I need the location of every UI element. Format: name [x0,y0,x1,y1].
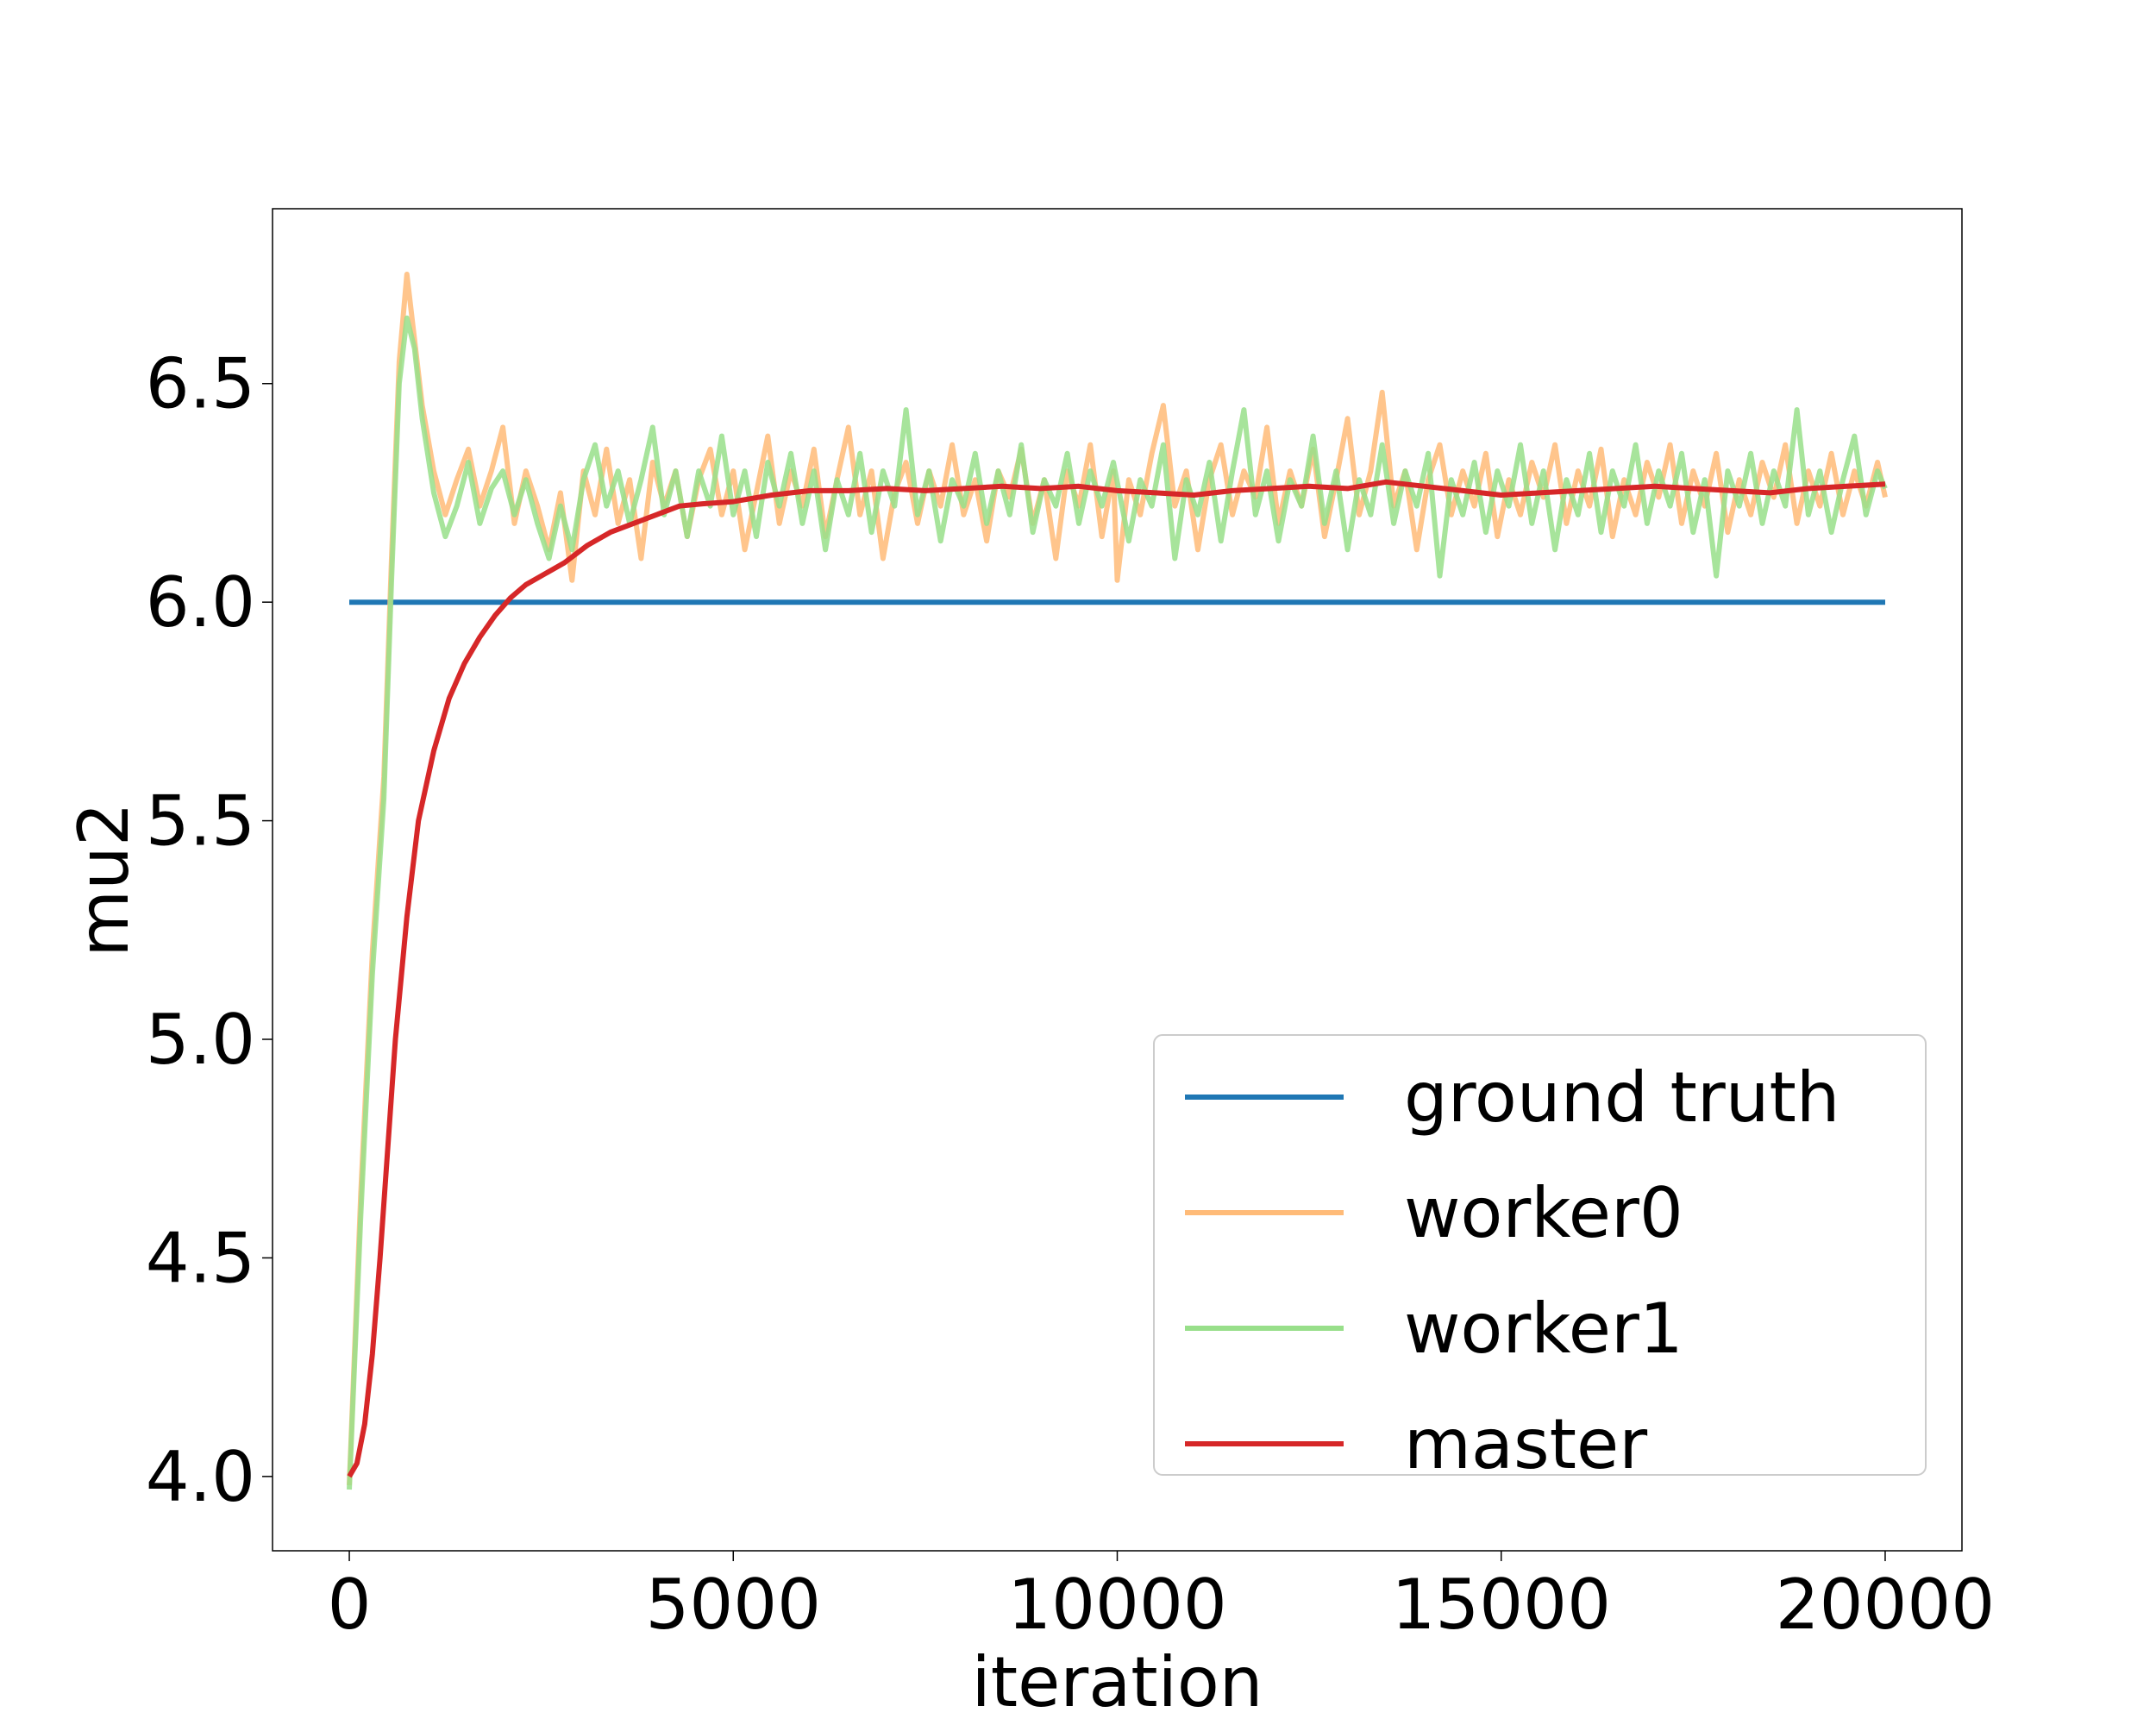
series-line-worker1 [347,315,1888,1490]
legend: ground truth worker0 worker1 master [1153,1034,1927,1484]
y-tick-label: 4.0 [146,1437,255,1517]
x-axis-label: iteration [972,1642,1263,1722]
legend-label: master [1404,1404,1647,1484]
legend-label: worker1 [1404,1289,1683,1369]
y-tick-label: 4.5 [146,1218,255,1298]
series-line-master [347,479,1886,1478]
legend-label: ground truth [1404,1057,1840,1138]
legend-box [1153,1034,1927,1476]
y-tick-label: 6.0 [146,562,255,643]
y-axis: 4.0 4.5 5.0 5.5 6.0 6.5 [146,344,273,1517]
x-tick-label: 20000 [1776,1565,1996,1645]
legend-item-worker0: worker0 [1185,1173,1683,1253]
y-tick-label: 5.0 [146,1000,255,1080]
y-axis-label: mu2 [64,802,144,957]
x-axis: 0 5000 10000 15000 20000 [328,1551,1996,1645]
legend-item-worker1: worker1 [1185,1289,1683,1369]
legend-item-ground-truth: ground truth [1185,1057,1840,1138]
legend-label: worker0 [1404,1173,1683,1253]
x-tick-label: 0 [328,1565,372,1645]
y-tick-label: 5.5 [146,781,255,862]
legend-item-master: master [1185,1404,1647,1484]
x-tick-label: 15000 [1391,1565,1611,1645]
y-tick-label: 6.5 [146,344,255,424]
x-tick-label: 5000 [645,1565,821,1645]
series-layer [347,272,1888,1490]
x-tick-label: 10000 [1007,1565,1227,1645]
